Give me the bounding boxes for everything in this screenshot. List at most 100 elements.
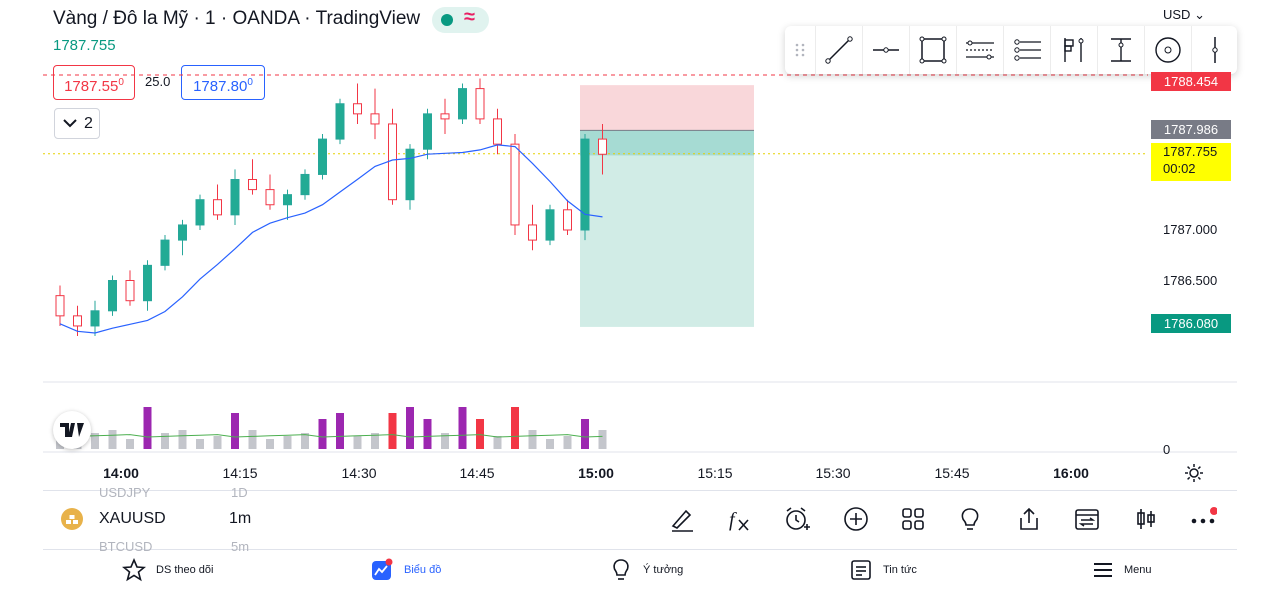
replay-button[interactable]	[1070, 502, 1104, 536]
candle-body	[300, 173, 310, 196]
sell-price: 1787.55	[64, 78, 119, 95]
nav-ideas[interactable]: Ý tưởng	[609, 555, 683, 585]
parallel-channel-icon[interactable]	[956, 26, 1003, 74]
time-label: 14:15	[222, 465, 258, 481]
volume-bar	[231, 413, 239, 449]
candle-body	[178, 224, 187, 241]
volume-bar	[441, 433, 449, 449]
rectangle-icon[interactable]	[909, 26, 956, 74]
candle-body	[230, 179, 240, 216]
volume-bar	[353, 436, 362, 449]
layout-button[interactable]	[896, 502, 930, 536]
chevron-down-icon: ⌄	[1190, 7, 1205, 22]
volume-bar	[301, 433, 309, 449]
candle-body	[283, 194, 292, 206]
nav-watchlist[interactable]: DS theo dõi	[122, 555, 213, 585]
candle-body	[405, 148, 415, 201]
volume-bar	[318, 419, 327, 449]
alarm-add-icon	[786, 507, 810, 530]
gear-icon	[1185, 464, 1203, 482]
candle-body	[55, 295, 65, 317]
drawing-tools-button[interactable]	[665, 502, 699, 536]
more-button[interactable]	[1186, 502, 1220, 536]
indicators-button[interactable]: f	[722, 502, 756, 536]
pitchfork-icon[interactable]	[1003, 26, 1050, 74]
drawing-toolbar	[785, 26, 1237, 74]
volume-bar	[248, 430, 257, 449]
long-position-icon[interactable]	[1050, 26, 1097, 74]
compare-button[interactable]	[839, 502, 873, 536]
nav-chart[interactable]: Biểu đồ	[370, 555, 441, 585]
chart-settings-button[interactable]	[1184, 463, 1204, 488]
volume-bar	[598, 430, 607, 449]
candle-body	[73, 315, 82, 327]
buy-button[interactable]: 1787.800	[181, 65, 265, 100]
symbol-name[interactable]: XAUUSD	[99, 510, 166, 527]
candle-body	[335, 103, 345, 140]
nav-ideas-label: Ý tưởng	[643, 564, 684, 576]
candle-body	[528, 224, 537, 241]
vertical-line-icon[interactable]	[1191, 26, 1238, 74]
stop-loss-label: 1788.454	[1151, 72, 1231, 91]
indicators-count: 2	[84, 115, 93, 132]
candle-body	[440, 113, 450, 120]
nav-news[interactable]: Tin tức	[849, 555, 917, 585]
tradingview-logo[interactable]	[53, 411, 91, 449]
calendar-swap-icon	[1075, 509, 1099, 530]
ghost-symbol: USDJPY	[99, 485, 151, 500]
svg-text:f: f	[729, 509, 737, 531]
volatility-icon: ≈	[464, 6, 475, 28]
volume-bar	[528, 430, 537, 449]
target-zone	[580, 130, 754, 327]
sell-button[interactable]: 1787.550	[53, 65, 135, 100]
candle-body	[545, 209, 555, 241]
candle-body	[353, 103, 362, 115]
time-label: 14:45	[459, 465, 495, 481]
volume-bar	[178, 430, 187, 449]
stop-zone	[580, 85, 754, 131]
ghost-interval: 5m	[231, 539, 250, 554]
sell-price-sup: 0	[118, 77, 124, 88]
buy-price: 1787.80	[193, 78, 248, 95]
ideas-button[interactable]	[953, 502, 987, 536]
spread-value: 25.0	[145, 74, 171, 89]
chart-type-button[interactable]	[1129, 502, 1163, 536]
current-price: 1787.755	[53, 37, 116, 54]
candle-body	[580, 138, 590, 231]
time-label: 14:30	[341, 465, 377, 481]
candle-body	[458, 88, 467, 120]
candle-body	[265, 189, 275, 206]
volume-bar	[563, 436, 572, 449]
price-axis-label: 1787.000	[1163, 222, 1218, 237]
horizontal-line-icon[interactable]	[862, 26, 909, 74]
time-label: 15:30	[815, 465, 851, 481]
symbol-bar: USDJPY 1D XAUUSD 1m BTCUSD 5m	[43, 485, 1237, 554]
candles-icon	[1137, 509, 1155, 529]
circle-icon[interactable]	[1144, 26, 1191, 74]
current-price-value: 1787.755	[1163, 144, 1218, 159]
position-box[interactable]	[580, 85, 754, 327]
share-icon	[1020, 507, 1038, 530]
lightbulb-icon	[613, 559, 629, 580]
time-label: 16:00	[1053, 465, 1089, 481]
currency-select[interactable]: USD ⌄	[1163, 7, 1205, 23]
chart-title[interactable]: Vàng / Đô la Mỹ · 1 · OANDA · TradingVie…	[53, 8, 421, 29]
drag-handle-icon[interactable]	[785, 26, 815, 74]
volume-bar	[458, 407, 467, 449]
interval-select[interactable]: 1m	[229, 510, 252, 527]
add-alert-button[interactable]	[780, 502, 814, 536]
ghost-interval: 1D	[231, 485, 248, 500]
candle-body	[598, 138, 607, 155]
volume-bar	[143, 407, 152, 449]
star-icon	[122, 558, 146, 582]
buy-price-sup: 0	[247, 77, 253, 88]
volume-bar	[511, 407, 519, 449]
volume-bar	[546, 439, 554, 449]
volume-bar	[108, 430, 117, 449]
trend-line-icon[interactable]	[815, 26, 862, 74]
nav-menu[interactable]: Menu	[1092, 555, 1152, 585]
indicators-toggle[interactable]: 2	[54, 108, 100, 139]
fib-tool-icon[interactable]	[1097, 26, 1144, 74]
share-button[interactable]	[1012, 502, 1046, 536]
